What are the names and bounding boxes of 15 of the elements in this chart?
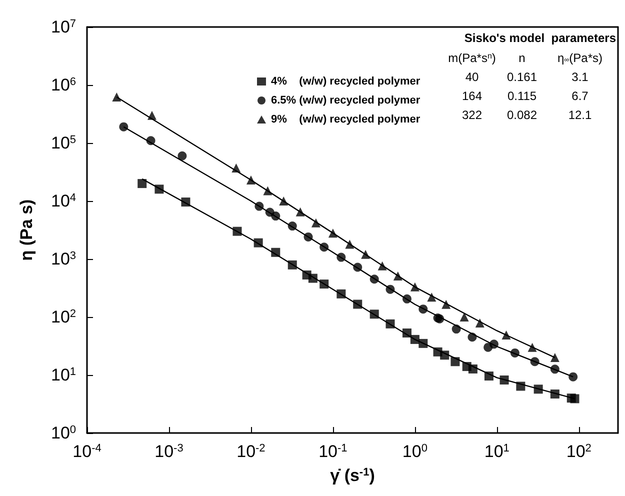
legend-label: 4% (w/w) recycled polymer bbox=[271, 76, 421, 88]
annotation: 3.1 bbox=[572, 70, 589, 84]
annotation: 0.082 bbox=[506, 108, 538, 122]
annotation: 0.115 bbox=[507, 89, 537, 103]
annotation: 164 bbox=[462, 89, 482, 103]
annotation: 0.161 bbox=[506, 70, 538, 84]
annotation: 6.7 bbox=[572, 89, 589, 103]
legend-label: 6.5% (w/w) recycled polymer bbox=[271, 94, 421, 106]
annotation: 322 bbox=[462, 108, 482, 122]
legend-label: 9% (w/w) recycled polymer bbox=[271, 114, 421, 126]
annotation: 12.1 bbox=[568, 108, 592, 122]
y-axis-title: η (Pa s) bbox=[17, 199, 36, 261]
annotation: n bbox=[518, 51, 526, 65]
annotation: 40 bbox=[465, 70, 479, 84]
annotation: Sisko's model parameters bbox=[464, 31, 616, 45]
